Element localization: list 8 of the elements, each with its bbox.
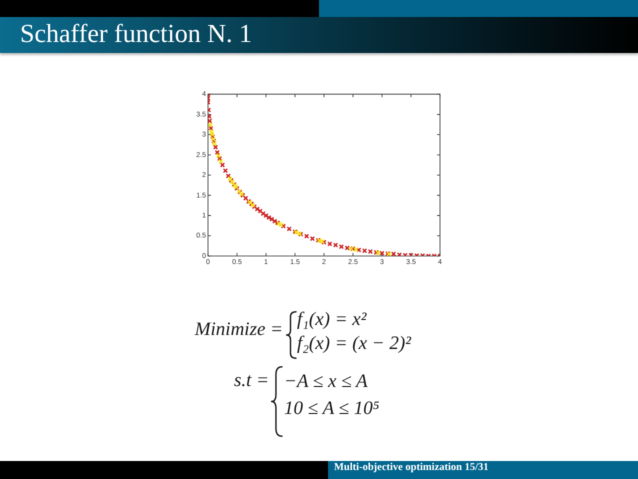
text: 10 ≤ A ≤ 10⁵ bbox=[284, 398, 380, 419]
text: Minimize = bbox=[194, 319, 283, 340]
chart-title: Schaffer function N. 1 bbox=[20, 19, 252, 48]
text: f₂(x) = (x − 2)² bbox=[297, 333, 411, 354]
text: s.t = bbox=[234, 370, 269, 391]
text: −A ≤ x ≤ A bbox=[284, 371, 368, 392]
text: f₁(x) = x² bbox=[297, 309, 366, 330]
text: Multi-objective optimization 15/31 bbox=[334, 462, 489, 474]
